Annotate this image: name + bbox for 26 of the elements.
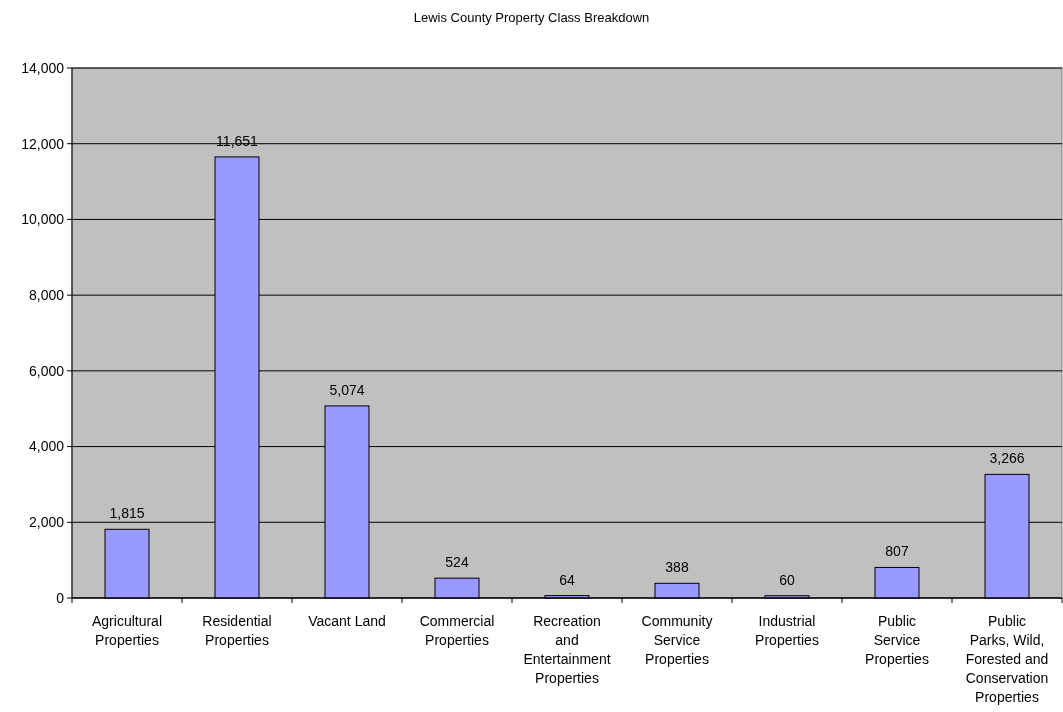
y-tick-label: 10,000: [21, 211, 65, 228]
x-tick-label: Public Parks, Wild, Forested and Conservation Properties: [965, 613, 1049, 705]
y-tick-label: 0: [56, 589, 65, 606]
chart-title: Lewis County Property Class Breakdown: [413, 10, 650, 25]
data-label: 807: [885, 543, 909, 560]
x-tick-label: Community Service Properties: [641, 613, 713, 667]
y-tick-label: 2,000: [28, 514, 65, 531]
data-label: 3,266: [989, 450, 1025, 467]
x-tick-label: Recreation and Entertainment Properties: [523, 613, 611, 686]
y-tick-label: 12,000: [21, 135, 65, 152]
x-tick-label: Vacant Land: [308, 613, 386, 629]
x-tick-label: Commercial Properties: [419, 613, 495, 648]
y-tick-label: 8,000: [28, 287, 65, 304]
data-label: 5,074: [329, 381, 365, 398]
y-tick-label: 14,000: [21, 59, 65, 76]
x-tick-label: Residential Properties: [202, 613, 272, 648]
data-label: 1,815: [109, 505, 145, 522]
x-tick-label: Industrial Properties: [755, 613, 819, 648]
data-label: 524: [445, 554, 469, 571]
y-tick-label: 4,000: [28, 438, 65, 455]
data-label: 64: [559, 571, 575, 588]
data-label: 60: [779, 571, 795, 588]
x-tick-label: Public Service Properties: [865, 613, 929, 667]
data-label: 388: [665, 559, 689, 576]
y-tick-label: 6,000: [28, 362, 65, 379]
x-tick-label: Agricultural Properties: [91, 613, 163, 648]
